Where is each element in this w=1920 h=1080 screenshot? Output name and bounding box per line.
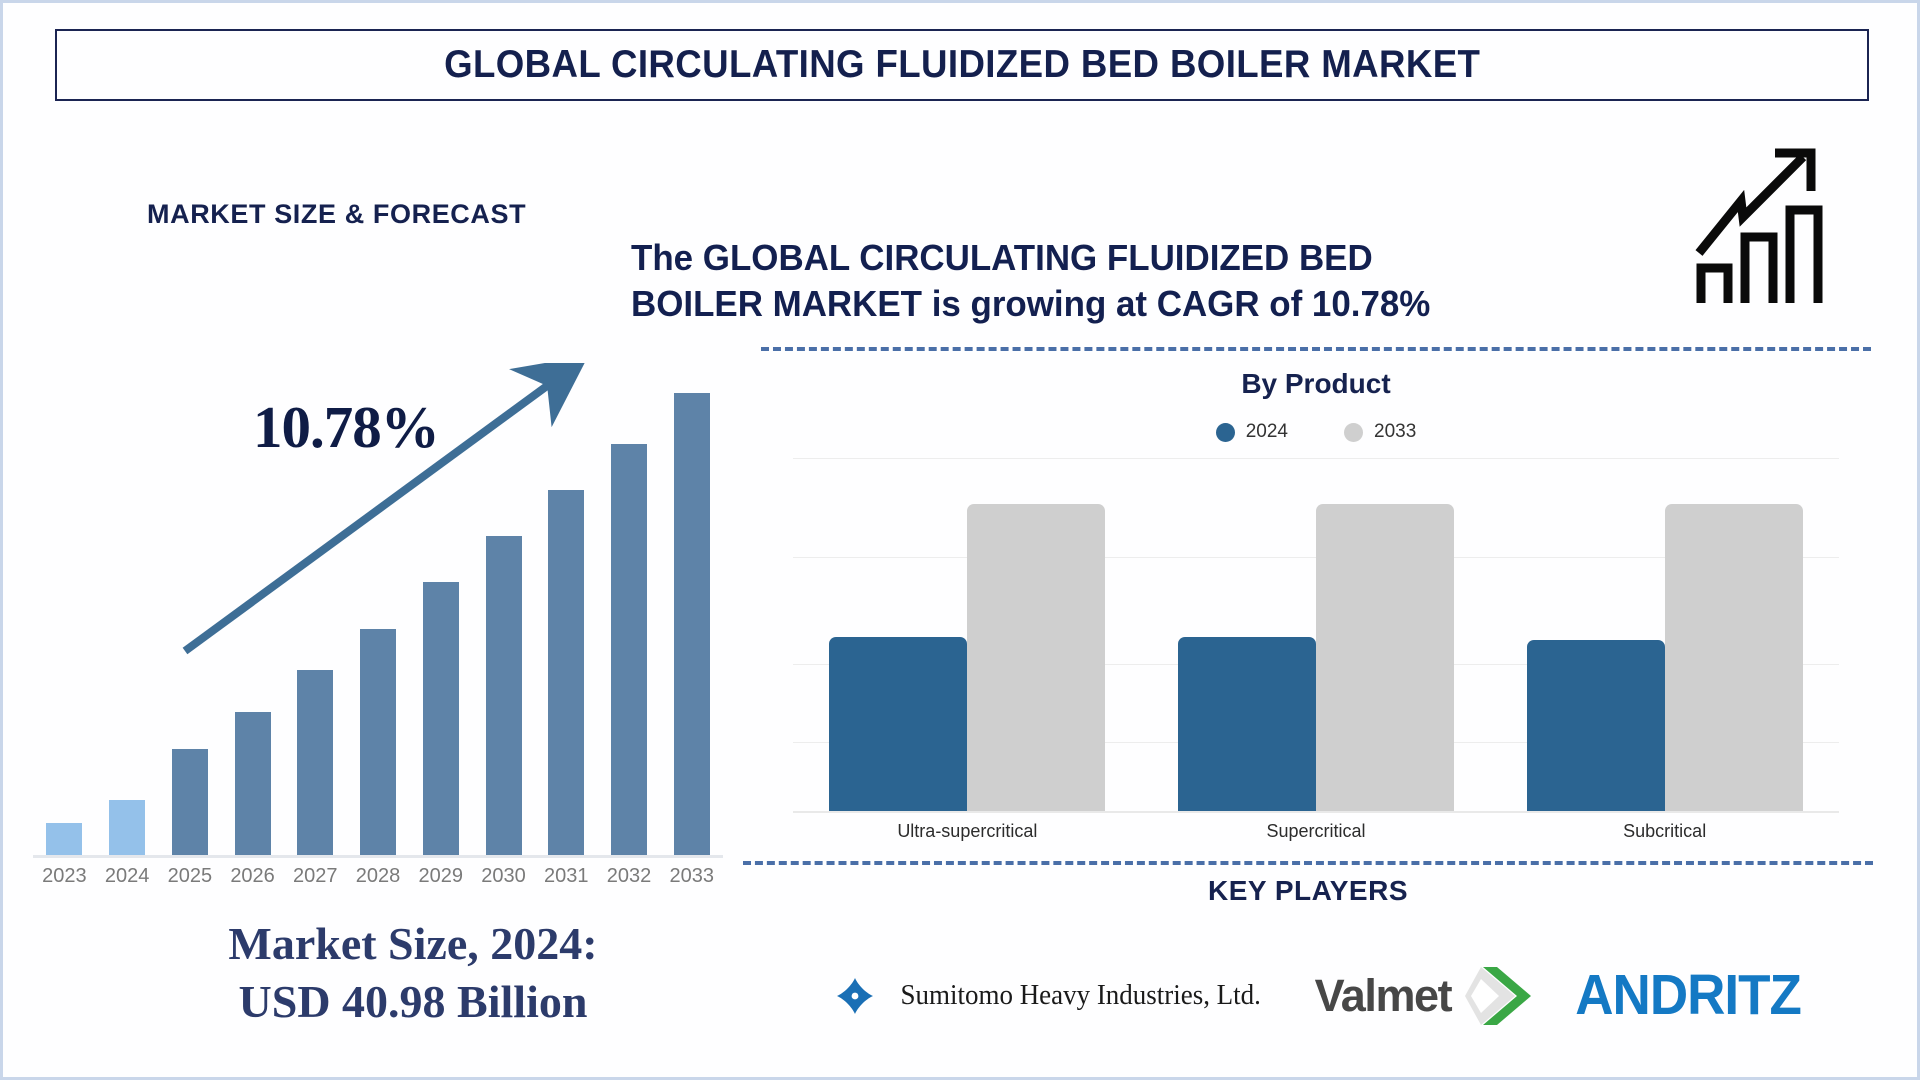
legend-color-dot [1344, 422, 1363, 442]
divider-bottom [743, 861, 1873, 865]
forecast-baseline [33, 855, 723, 858]
by-product-bar [1526, 640, 1665, 813]
by-product-legend: 2024 2033 [761, 421, 1871, 443]
forecast-bars [33, 370, 723, 855]
forecast-bar [548, 490, 585, 855]
forecast-bar-column [284, 370, 347, 855]
legend-label: 2024 [1245, 421, 1288, 442]
logo-valmet: Valmet [1315, 965, 1536, 1027]
by-product-bar [1664, 504, 1803, 813]
divider-top [761, 347, 1871, 351]
page-title: GLOBAL CIRCULATING FLUIDIZED BED BOILER … [443, 43, 1481, 86]
forecast-bar-column [96, 370, 159, 855]
forecast-year-label: 2032 [606, 865, 652, 887]
forecast-bar-column [347, 370, 410, 855]
by-product-title: By Product [1241, 368, 1391, 399]
logo-andritz: ANDRITZ [1575, 964, 1802, 1027]
key-players-logos: Sumitomo Heavy Industries, Ltd. Valmet A… [763, 943, 1873, 1048]
forecast-year-label: 2024 [104, 865, 150, 887]
forecast-year-label: 2025 [167, 865, 213, 887]
forecast-bar [485, 536, 522, 855]
forecast-bar-column [409, 370, 472, 855]
forecast-bar-column [535, 370, 598, 855]
legend-color-dot [1215, 422, 1235, 442]
forecast-bar [422, 582, 459, 855]
forecast-year-label: 2028 [355, 865, 401, 887]
by-product-bar-group [793, 458, 1142, 813]
key-players-title: KEY PLAYERS [1207, 875, 1409, 906]
logo-sumitomo-label: Sumitomo Heavy Industries, Ltd. [900, 979, 1262, 1011]
by-product-category-labels: Ultra-supercritical Supercritical Subcriti… [793, 821, 1839, 842]
cagr-headline: The GLOBAL CIRCULATING FLUIDIZED BED BOI… [631, 235, 1659, 327]
forecast-bar [234, 711, 271, 855]
page-title-box: GLOBAL CIRCULATING FLUIDIZED BED BOILER … [55, 29, 1869, 101]
by-product-bar [1178, 637, 1316, 813]
forecast-year-axis: 2023 2024 2025 2026 2027 2028 2029 2030 2031 2032… [33, 865, 723, 895]
market-size-forecast-label: MARKET SIZE & FORECAST [147, 199, 527, 229]
sumitomo-flower-icon [837, 977, 874, 1014]
by-product-axis-line [793, 811, 1839, 813]
logo-sumitomo: Sumitomo Heavy Industries, Ltd. [835, 976, 1274, 1016]
forecast-year-label: 2031 [543, 865, 589, 887]
by-product-category-label: Ultra-supercritical [897, 821, 1038, 841]
legend-label: 2033 [1374, 421, 1417, 442]
forecast-year-label: 2026 [230, 865, 275, 887]
by-product-bar [829, 637, 968, 813]
market-size-forecast-chart [33, 363, 723, 858]
by-product-bar-group [1142, 458, 1491, 813]
market-size-line-2: USD 40.98 Billion [238, 975, 588, 1027]
forecast-year-label: 2033 [669, 865, 714, 887]
forecast-year-label: 2023 [42, 865, 87, 887]
forecast-bar-column [598, 370, 661, 855]
forecast-bar [673, 393, 710, 855]
by-product-chart [793, 458, 1839, 813]
market-size-value: Market Size, 2024: USD 40.98 Billion [113, 915, 713, 1031]
forecast-bar [109, 799, 146, 855]
forecast-bar-column [472, 370, 535, 855]
legend-item[interactable]: 2033 [1344, 421, 1416, 443]
by-product-bar [967, 504, 1106, 813]
forecast-bar [297, 670, 334, 855]
cagr-headline-line-2: BOILER MARKET is growing at CAGR of 10.7… [631, 283, 1431, 325]
by-product-bars [793, 458, 1839, 813]
forecast-bar [171, 748, 208, 855]
cagr-headline-line-1: The GLOBAL CIRCULATING FLUIDIZED BED [631, 237, 1373, 278]
forecast-bar [46, 822, 83, 855]
by-product-bar-group [1490, 458, 1839, 813]
by-product-category-label: Subcritical [1623, 821, 1707, 841]
growth-arrow-icon [1695, 148, 1823, 303]
forecast-bar-column [221, 370, 284, 855]
market-size-line-1: Market Size, 2024: [228, 918, 598, 969]
logo-andritz-label: ANDRITZ [1575, 964, 1802, 1027]
forecast-year-label: 2030 [481, 865, 526, 887]
by-product-bar [1316, 504, 1454, 813]
forecast-bar [360, 628, 397, 855]
logo-valmet-label: Valmet [1314, 969, 1453, 1021]
forecast-year-label: 2027 [293, 865, 338, 887]
forecast-bar-column [158, 370, 221, 855]
forecast-bar-column [33, 370, 96, 855]
legend-item[interactable]: 2024 [1215, 421, 1288, 443]
forecast-bar-column [660, 370, 723, 855]
by-product-category-label: Supercritical [1266, 821, 1366, 841]
valmet-diamond-icon [1465, 966, 1532, 1025]
forecast-bar [610, 443, 647, 855]
forecast-year-label: 2029 [418, 865, 464, 887]
